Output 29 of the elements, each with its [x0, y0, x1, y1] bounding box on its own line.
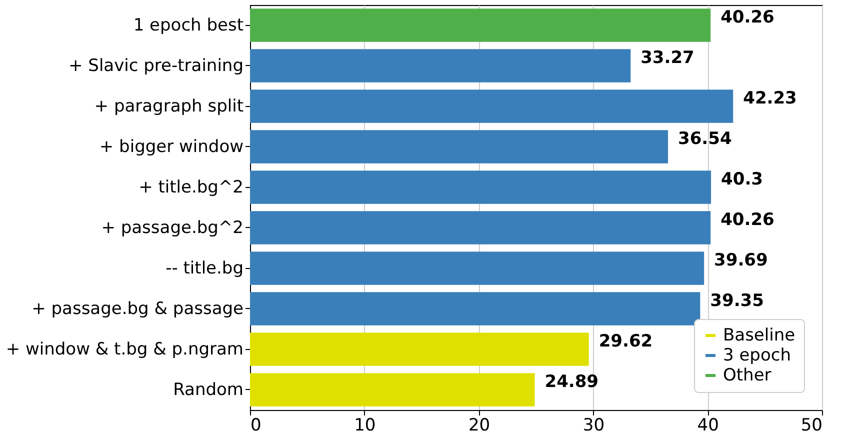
data-label: 39.69 [714, 250, 768, 270]
x-tick-label: 50 [800, 416, 822, 436]
data-label: 40.3 [721, 169, 763, 190]
data-label: 36.54 [678, 128, 732, 149]
y-tick-label: + title.bg^2 [138, 177, 244, 198]
data-label: 24.89 [544, 372, 599, 392]
y-tick-label: + window & t.bg & p.ngram [6, 339, 244, 360]
y-tick-label: + passage.bg^2 [101, 218, 244, 238]
y-tick-label: 1 epoch best [133, 15, 244, 36]
y-tick-label: + passage.bg & passage [32, 298, 244, 319]
data-label: 40.26 [720, 210, 774, 230]
x-tick-label: 40 [697, 416, 719, 436]
y-tick-label: Random [173, 380, 244, 400]
legend-label: Baseline [723, 326, 796, 346]
data-label: 39.35 [710, 290, 764, 311]
legend-label: 3 epoch [723, 346, 791, 366]
x-tick-label: 0 [250, 416, 262, 436]
y-tick-label: + paragraph split [94, 96, 244, 116]
x-tick-label: 30 [582, 416, 605, 436]
data-label: 29.62 [598, 331, 653, 352]
y-tick-label: + bigger window [99, 136, 244, 157]
x-tick-label: 20 [468, 416, 490, 436]
legend-label: Other [723, 366, 772, 386]
y-tick-label: + Slavic pre-training [68, 56, 244, 76]
data-label: 42.23 [743, 88, 797, 108]
data-label: 40.26 [720, 7, 774, 28]
y-tick-label: -- title.bg [166, 258, 244, 278]
data-label: 33.27 [640, 48, 694, 68]
x-tick-label: 10 [354, 416, 376, 436]
